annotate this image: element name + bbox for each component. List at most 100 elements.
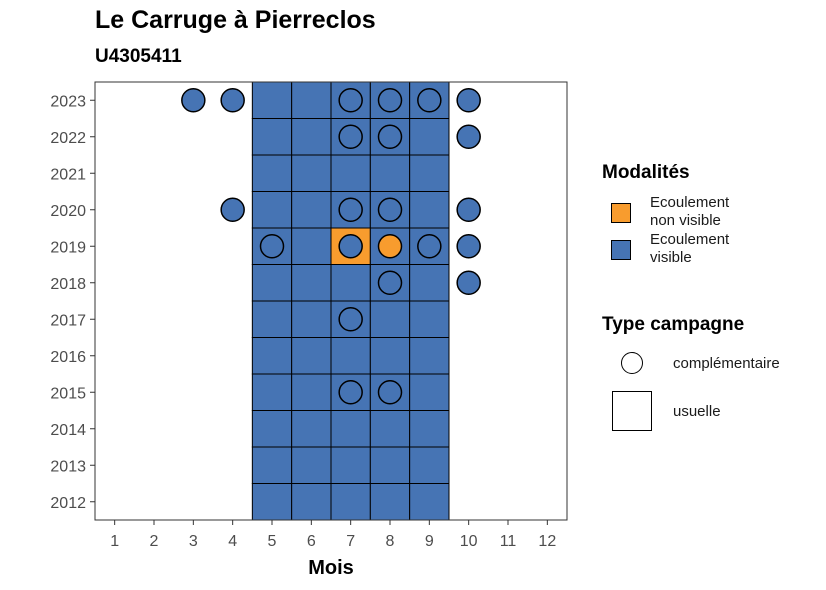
y-tick-label-2016: 2016 — [50, 349, 86, 366]
x-tick-label-1: 1 — [110, 533, 119, 550]
legend-swatch-non-visible — [611, 203, 631, 223]
legend-label-complementaire: complémentaire — [673, 355, 780, 372]
legend-type-title: Type campagne — [602, 314, 745, 335]
point-2023-8 — [377, 88, 403, 113]
tile-2014-9 — [409, 410, 450, 448]
tile-2023-5 — [251, 81, 293, 119]
point-2015-7 — [338, 380, 363, 405]
tile-2017-8 — [369, 300, 411, 338]
tile-2018-6 — [291, 264, 332, 302]
complementaire-points-layer — [181, 88, 481, 405]
tile-2016-9 — [409, 337, 450, 375]
point-2020-7 — [338, 197, 363, 222]
tile-2013-7 — [330, 446, 371, 484]
legend-modalites-title: Modalités — [602, 162, 690, 183]
tile-2017-6 — [291, 300, 332, 338]
tile-2015-6 — [291, 373, 332, 411]
point-2020-8 — [377, 197, 403, 222]
legend-label-visible: Ecoulement visible — [650, 231, 729, 267]
point-2023-9 — [417, 88, 442, 113]
point-2022-7 — [338, 124, 363, 149]
point-2018-10 — [456, 270, 481, 295]
tile-2016-5 — [251, 337, 293, 375]
x-tick-label-10: 10 — [460, 533, 478, 550]
x-tick-label-2: 2 — [150, 533, 159, 550]
tile-2017-9 — [409, 300, 450, 338]
tile-2012-5 — [251, 483, 293, 521]
legend-label-non-visible: Ecoulement non visible — [650, 194, 729, 230]
tile-2018-5 — [251, 264, 293, 302]
tile-2022-6 — [291, 118, 332, 156]
y-tick-label-2014: 2014 — [50, 422, 86, 439]
point-2023-4 — [220, 88, 245, 113]
y-tick-label-2023: 2023 — [50, 93, 86, 110]
tile-2020-9 — [409, 191, 450, 229]
y-tick-label-2019: 2019 — [50, 239, 86, 256]
tile-2021-8 — [369, 154, 411, 192]
point-2023-7 — [338, 88, 363, 113]
tile-2018-9 — [409, 264, 450, 302]
point-2019-5 — [259, 234, 285, 259]
axes-layer: 1 2 3 4 5 6 7 8 9 10 11 122012201320142015201620172… — [50, 93, 556, 550]
legend-square-icon — [612, 391, 652, 431]
legend-label-non-visible-line2: non visible — [650, 212, 721, 229]
tile-2016-7 — [330, 337, 371, 375]
y-tick-label-2012: 2012 — [50, 495, 86, 512]
y-tick-label-2021: 2021 — [50, 166, 86, 183]
tile-2022-9 — [409, 118, 450, 156]
tile-2012-6 — [291, 483, 332, 521]
legend-circle-icon — [621, 352, 643, 374]
tile-2014-7 — [330, 410, 371, 448]
y-tick-label-2022: 2022 — [50, 130, 86, 147]
point-2023-3 — [181, 88, 206, 113]
tile-2014-6 — [291, 410, 332, 448]
x-tick-label-3: 3 — [189, 533, 198, 550]
chart-subtitle: U4305411 — [95, 46, 182, 67]
legend-label-usuelle: usuelle — [673, 403, 721, 420]
legend-label-visible-line1: Ecoulement — [650, 231, 730, 248]
point-2019-9 — [417, 234, 442, 259]
y-tick-label-2020: 2020 — [50, 203, 86, 220]
x-tick-label-11: 11 — [500, 533, 517, 550]
legend-label-visible-line2: visible — [650, 249, 692, 266]
tile-2021-7 — [330, 154, 371, 192]
tile-2013-5 — [251, 446, 293, 484]
y-tick-label-2015: 2015 — [50, 385, 86, 402]
tile-2012-9 — [409, 483, 450, 521]
x-tick-label-8: 8 — [386, 533, 395, 550]
tile-2014-8 — [369, 410, 411, 448]
chart-title: Le Carruge à Pierreclos — [95, 6, 376, 34]
point-2019-10 — [456, 234, 481, 259]
legend-swatch-visible — [611, 240, 631, 260]
point-2020-4 — [220, 197, 245, 222]
point-2020-10 — [456, 197, 481, 222]
x-tick-label-4: 4 — [228, 533, 237, 550]
tile-2022-5 — [251, 118, 293, 156]
point-2015-8 — [377, 380, 403, 405]
tile-2013-8 — [369, 446, 411, 484]
tile-2015-9 — [409, 373, 450, 411]
tile-2018-7 — [330, 264, 371, 302]
x-tick-label-12: 12 — [538, 533, 556, 550]
point-2019-8 — [377, 234, 403, 259]
tile-2023-6 — [291, 81, 332, 119]
tile-2015-5 — [251, 373, 293, 411]
tile-2016-8 — [369, 337, 411, 375]
tile-2014-5 — [251, 410, 293, 448]
tile-2020-5 — [251, 191, 293, 229]
point-2017-7 — [338, 307, 363, 332]
point-2019-7 — [338, 234, 363, 259]
point-2018-8 — [377, 270, 403, 295]
tile-2012-8 — [369, 483, 411, 521]
x-axis-title: Mois — [308, 557, 354, 579]
point-2023-10 — [456, 88, 481, 113]
x-tick-label-7: 7 — [346, 533, 355, 550]
x-tick-label-5: 5 — [268, 533, 277, 550]
tile-2021-6 — [291, 154, 332, 192]
point-2022-8 — [377, 124, 403, 149]
point-2022-10 — [456, 124, 481, 149]
tile-2021-9 — [409, 154, 450, 192]
tile-2013-6 — [291, 446, 332, 484]
y-tick-label-2018: 2018 — [50, 276, 86, 293]
